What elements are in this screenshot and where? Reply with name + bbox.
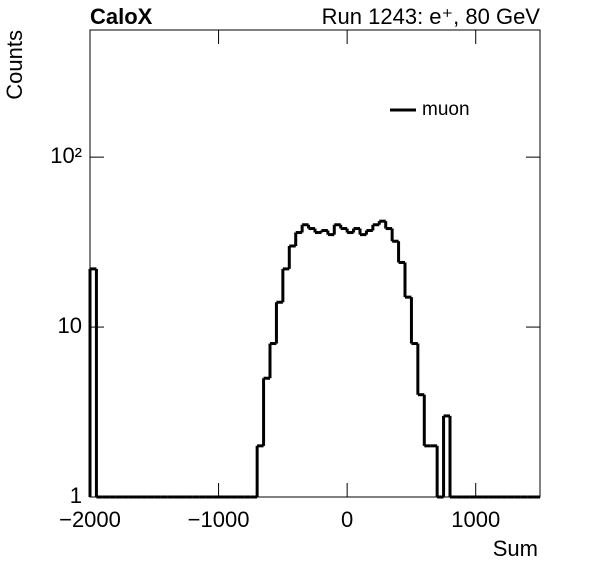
legend-label: muon: [422, 99, 470, 120]
x-tick-label: 0: [341, 507, 353, 532]
plot-frame: [89, 29, 541, 498]
y-tick-label: 1: [70, 483, 82, 508]
x-tick-label: −2000: [59, 507, 121, 532]
x-tick-label: 1000: [451, 507, 500, 532]
chart-title: CaloX: [90, 4, 153, 29]
x-axis-label: Sum: [493, 536, 538, 561]
y-tick-label: 10: [58, 313, 82, 338]
x-tick-label: −1000: [188, 507, 250, 532]
chart-subtitle: Run 1243: e⁺, 80 GeV: [322, 4, 541, 29]
y-tick-label: 10²: [50, 143, 82, 168]
y-axis-label: Counts: [2, 30, 27, 100]
